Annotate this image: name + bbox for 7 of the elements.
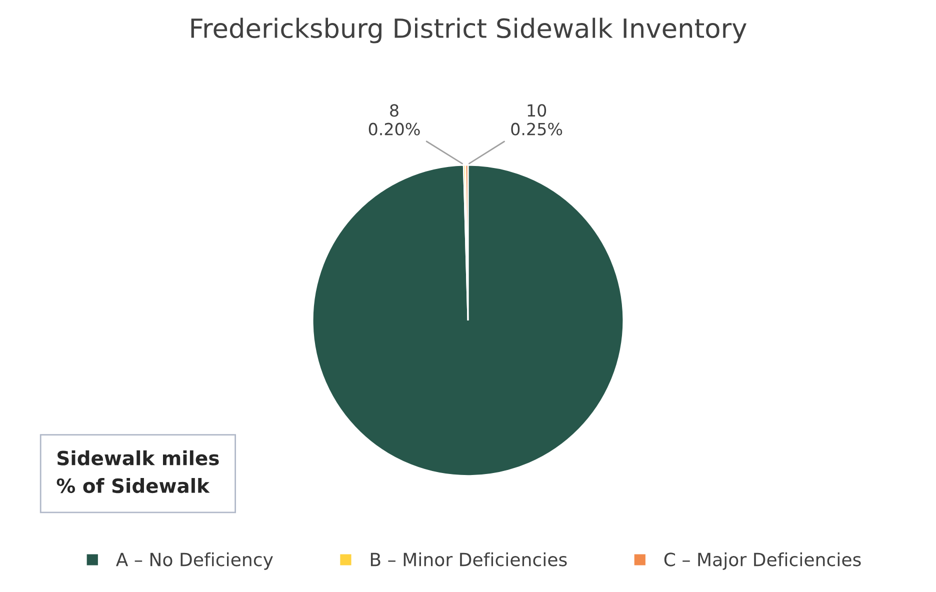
chart-title: Fredericksburg District Sidewalk Inventory (191, 18, 746, 44)
legend-label: A – No Deficiency (116, 552, 273, 570)
data-label: 8 0.20% (368, 104, 420, 136)
data-label: 10 0.25% (511, 104, 562, 136)
text: Sidewalk miles % of Sidewalk (56, 450, 219, 494)
legend-label: C – Major Deficiencies (664, 552, 861, 570)
legend-label: B – Minor Deficiencies (370, 552, 567, 566)
